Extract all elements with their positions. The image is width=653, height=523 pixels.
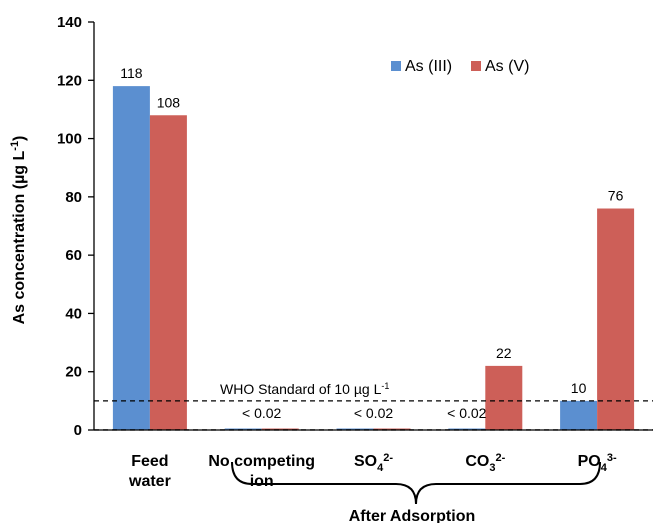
y-tick-label: 80 bbox=[65, 189, 82, 206]
axes-layer bbox=[93, 22, 653, 431]
category-label-2: SO42- bbox=[354, 452, 393, 474]
data-label: < 0.02 bbox=[354, 405, 394, 421]
data-label: 76 bbox=[608, 188, 624, 204]
category-label-4: PO43- bbox=[578, 452, 617, 474]
legend-label-1: As (V) bbox=[485, 58, 529, 75]
bar-as-iii-1 bbox=[224, 428, 262, 430]
y-ticks-layer: 0 20 40 60 80 100 120 140 bbox=[57, 14, 94, 439]
legend-swatch-0 bbox=[391, 61, 401, 71]
y-tick-label: 140 bbox=[57, 14, 82, 31]
y-tick-label: 100 bbox=[57, 131, 82, 148]
y-tick-label: 120 bbox=[57, 72, 82, 89]
reference-line-label: WHO Standard of 10 µg L-1 bbox=[220, 381, 389, 397]
data-label: < 0.02 bbox=[242, 405, 282, 421]
data-label: 22 bbox=[496, 345, 512, 361]
bar-as-v-1 bbox=[261, 428, 299, 430]
y-tick-label: 0 bbox=[74, 422, 82, 439]
bar-as-v-3 bbox=[485, 365, 523, 430]
category-label-1: No competing ion bbox=[208, 453, 315, 490]
y-axis-label: As concentration (µg L-1) bbox=[9, 136, 28, 325]
category-label-0: Feed water bbox=[128, 453, 171, 490]
bar-as-iii-3 bbox=[448, 428, 486, 430]
category-labels-layer: Feed water No competing ion SO42- CO32- PO43- bbox=[128, 452, 617, 490]
bars-layer bbox=[112, 86, 635, 430]
y-tick-label: 20 bbox=[65, 364, 82, 381]
bar-as-v-4 bbox=[597, 208, 635, 430]
bar-as-iii-4 bbox=[560, 400, 598, 430]
after-adsorption-brace bbox=[231, 461, 601, 505]
group-label: After Adsorption bbox=[349, 508, 476, 523]
data-label: 10 bbox=[571, 380, 587, 396]
bar-as-iii-0 bbox=[112, 86, 150, 430]
bar-as-iii-2 bbox=[336, 428, 374, 430]
data-label: 118 bbox=[120, 65, 143, 81]
data-labels-layer: 118 108 < 0.02 < 0.02 < 0.02 22 10 76 bbox=[120, 65, 623, 421]
legend-swatch-1 bbox=[471, 61, 481, 71]
bar-as-v-2 bbox=[373, 428, 411, 430]
category-label-3: CO32- bbox=[465, 452, 505, 474]
data-label: 108 bbox=[157, 94, 181, 110]
y-tick-label: 60 bbox=[65, 247, 82, 264]
bar-as-v-0 bbox=[149, 115, 187, 430]
legend: As (III) As (V) bbox=[391, 58, 529, 75]
legend-label-0: As (III) bbox=[405, 58, 452, 75]
data-label: < 0.02 bbox=[447, 405, 487, 421]
y-tick-label: 40 bbox=[65, 305, 82, 322]
